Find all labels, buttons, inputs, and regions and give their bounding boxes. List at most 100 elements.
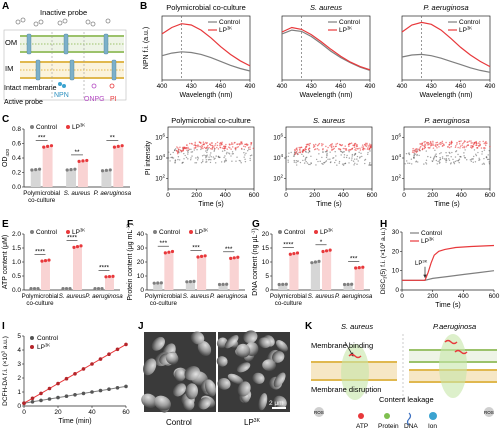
d-point-control (325, 160, 328, 162)
d-point-control (369, 161, 371, 164)
d-point-lp (246, 144, 248, 147)
i-point (64, 376, 69, 381)
b-xlabel: Wavelength (nm) (179, 92, 232, 99)
d-point-lp (211, 142, 213, 144)
h-xtick-label: 600 (489, 293, 500, 300)
d-point-control (488, 161, 490, 163)
g-dot-control (281, 282, 285, 286)
g-category-label: Polymicrobial (270, 293, 307, 300)
g-category-label: S. aureus (308, 293, 334, 300)
f-ylabel: Protein content (μg mL-1) (126, 223, 134, 300)
b-subplot: Polymicrobial co-culture 400 430 460 490 Cont… (157, 3, 256, 99)
panel-letter-a: A (2, 1, 9, 12)
d-point-lp (461, 144, 463, 147)
c-legend-lp-sup: 3K (80, 122, 85, 127)
i-point (56, 395, 60, 400)
panel-j: J 2 μm Control LP3K (138, 321, 290, 427)
d-point-lp (423, 145, 426, 148)
i-point (56, 381, 60, 386)
e-legend-lp-sup: 3K (80, 227, 85, 232)
sem-lp-cell (227, 373, 244, 385)
b-legend-lp-text-main: LP (459, 27, 467, 34)
d-point-lp (432, 142, 434, 144)
d-point-lp (305, 143, 308, 146)
d-point-lp (194, 143, 196, 145)
d-xtick-label: 400 (220, 192, 231, 199)
d-point-lp (334, 145, 337, 148)
d-point-lp (359, 147, 361, 149)
sem-control-cell (165, 352, 179, 365)
e-dot-control (96, 287, 101, 291)
i-xlabel: Time (min) (58, 418, 91, 425)
d-point-control (304, 158, 307, 160)
i-point (115, 386, 120, 390)
d-point-control (406, 160, 408, 162)
sem-control-cell (185, 383, 199, 400)
scale-bar-label: 2 μm (269, 400, 284, 407)
d-point-lp (366, 148, 369, 150)
d-point-lp (305, 146, 307, 148)
d-point-lp (298, 151, 300, 154)
i-point (115, 347, 120, 352)
g-bar-lp (289, 253, 299, 290)
d-xtick-label: 0 (284, 192, 288, 199)
d-point-control (483, 157, 485, 160)
d-point-control (453, 162, 456, 165)
h-ytick-label: 30 (392, 229, 400, 236)
sem-control-cell (184, 365, 201, 381)
e-dot-lp (111, 274, 115, 278)
d-point-lp (221, 141, 223, 143)
d-point-control (329, 158, 331, 160)
d-point-lp (365, 142, 367, 145)
d-point-control (209, 154, 211, 156)
d-point-control (287, 155, 290, 158)
d-point-lp (225, 143, 227, 146)
g-legend-lp: LP3K (320, 227, 333, 236)
d-point-control (451, 151, 453, 154)
g-dot-control (346, 282, 350, 286)
d-point-lp (347, 143, 350, 146)
d-point-control (441, 156, 444, 158)
d-point-control (193, 149, 195, 151)
d-ytick-exp: 2 (280, 174, 283, 179)
d-point-control (408, 152, 410, 154)
d-point-lp (478, 144, 480, 147)
d-point-control (477, 151, 479, 154)
b-xtick-label: 400 (277, 83, 288, 90)
d-point-control (454, 160, 457, 163)
d-point-control (305, 160, 307, 163)
sem-lp-cell (217, 378, 231, 390)
sem-lp-cell (216, 356, 228, 367)
f-category-label: S. aureus (183, 293, 209, 300)
d-point-lp (252, 147, 255, 150)
d-point-lp (446, 146, 449, 148)
d-point-lp (240, 147, 243, 150)
c-category-label: P. aeruginosa (94, 190, 132, 197)
d-point-lp (220, 144, 222, 146)
i-point (124, 384, 128, 389)
d-point-lp (432, 144, 435, 146)
d-point-lp (208, 146, 210, 149)
d-point-lp (249, 148, 251, 150)
d-point-control (223, 160, 226, 162)
d-point-lp (355, 145, 358, 148)
e-dot-control (61, 287, 65, 291)
d-point-control (351, 153, 354, 156)
d-point-control (417, 161, 419, 163)
c-bar-control (30, 169, 41, 187)
d-point-lp (333, 147, 335, 150)
i-xtick-label: 60 (122, 409, 130, 416)
d-point-lp (217, 148, 220, 150)
d-point-lp (218, 144, 221, 146)
d-point-control (170, 156, 172, 159)
d-point-control (335, 155, 337, 157)
d-point-lp (318, 149, 320, 151)
d-point-lp (313, 148, 316, 151)
d-point-lp (211, 146, 214, 149)
sem-lp-cell (273, 395, 287, 409)
e-dot-lp (47, 258, 51, 262)
